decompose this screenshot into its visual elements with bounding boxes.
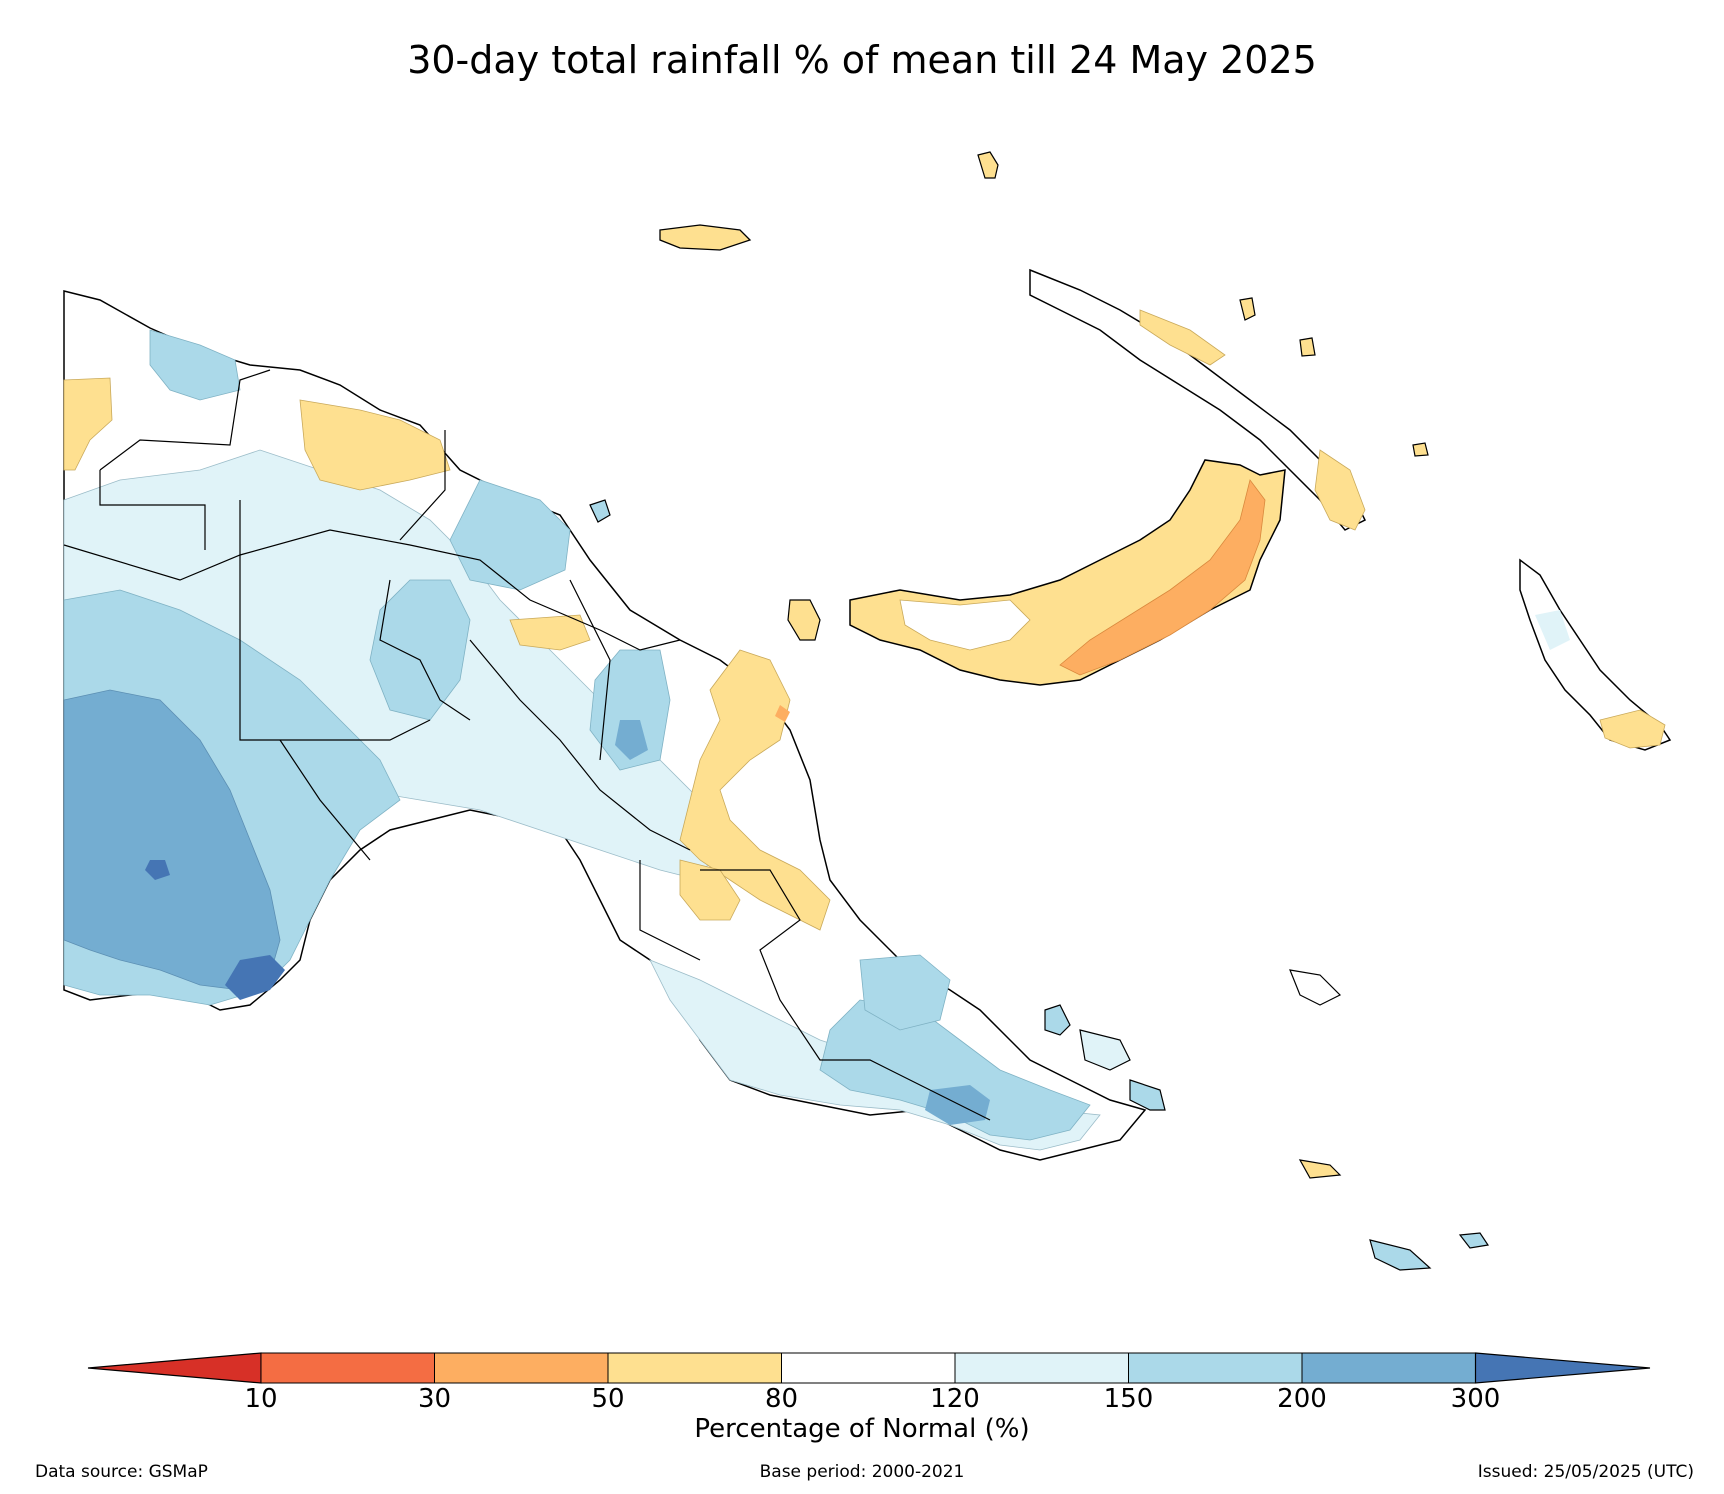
- zone-120-150-bougainville: [1535, 610, 1570, 650]
- zone-above-300-patch: [145, 860, 170, 880]
- small-islands: [589, 297, 1490, 1271]
- zone-150-200-sepik: [449, 479, 571, 591]
- colorbar-80-120: [781, 1352, 956, 1384]
- zone-50-80-bougainville: [1599, 709, 1666, 749]
- colorbar-below-10: [87, 1352, 262, 1384]
- colorbar-tick-10: 10: [244, 1384, 278, 1414]
- colorbar-tick-30: 30: [417, 1384, 452, 1414]
- colorbar-30-50: [434, 1352, 609, 1384]
- province-borders: [63, 369, 991, 1121]
- new-britain: [849, 459, 1286, 686]
- zone-50-80-northwest: [63, 377, 113, 471]
- zone-50-80-new-ireland-south: [1314, 449, 1366, 531]
- island-north-small: [977, 151, 999, 179]
- zone-50-80-new-ireland-north: [1139, 309, 1226, 366]
- mainland-png: [63, 290, 1147, 1161]
- colorbar-200-300: [1301, 1352, 1476, 1384]
- colorbar-120-150: [954, 1352, 1129, 1384]
- zone-30-50-new-britain: [1059, 479, 1266, 676]
- base-period: Base period: 2000-2021: [759, 1462, 965, 1482]
- colorbar-above-300: [1474, 1352, 1651, 1384]
- zone-150-200-southeast: [819, 999, 1091, 1141]
- colorbar-label: Percentage of Normal (%): [694, 1414, 1030, 1444]
- zone-30-50-madang: [775, 705, 790, 722]
- zone-50-80-madang-coast: [679, 649, 831, 931]
- zone-200-300-madang: [615, 720, 648, 760]
- colorbar-10-30: [260, 1352, 435, 1384]
- manus-island: [659, 224, 752, 251]
- colorbar-150-200: [1128, 1352, 1303, 1384]
- data-source: Data source: GSMaP: [35, 1462, 208, 1482]
- colorbar-tick-200: 200: [1277, 1384, 1327, 1414]
- rainfall-map: [63, 151, 1672, 1271]
- colorbar-tick-80: 80: [764, 1384, 799, 1414]
- zone-200-300-southwest: [63, 689, 281, 991]
- zone-150-200-north: [149, 329, 241, 401]
- colorbar-tick-150: 150: [1103, 1384, 1154, 1414]
- map-title: 30-day total rainfall % of mean till 24 …: [407, 38, 1317, 82]
- zone-above-300-south: [225, 955, 285, 1000]
- colorbar-tick-300: 300: [1450, 1384, 1501, 1414]
- zone-50-80-north: [299, 399, 451, 491]
- colorbar-tick-50: 50: [591, 1384, 625, 1414]
- zone-80-120-new-britain: [899, 599, 1031, 651]
- colorbar-tick-120: 120: [930, 1384, 980, 1414]
- zone-150-200-central: [859, 954, 951, 1031]
- colorbar-50-80: [607, 1352, 782, 1384]
- issued-date: Issued: 25/05/2025 (UTC): [1477, 1462, 1694, 1482]
- zone-150-200-madang: [589, 649, 671, 771]
- new-ireland: [1029, 268, 1367, 531]
